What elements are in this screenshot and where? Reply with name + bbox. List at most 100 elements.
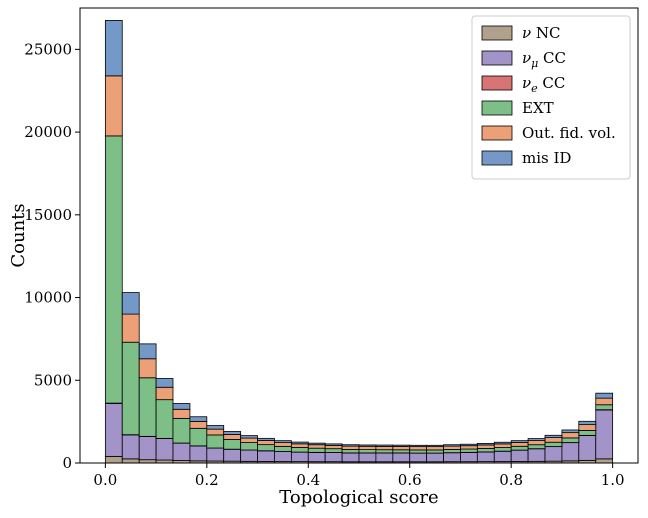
bar-mis-id-bin-14 <box>341 444 360 447</box>
bar--cc-bin-15 <box>358 452 377 463</box>
bar--cc-bin-16 <box>375 452 394 463</box>
plot-frame <box>79 7 639 464</box>
bar-mis-id-bin-10 <box>274 440 292 443</box>
bar-ext-bin-26 <box>544 441 563 447</box>
bar-out-fid-vol--bin-6 <box>206 428 225 436</box>
bar-ext-bin-1 <box>121 341 140 436</box>
bar-out-fid-vol--bin-25 <box>527 440 546 446</box>
bar--cc-bin-24 <box>510 449 529 462</box>
bar-ext-bin-16 <box>375 449 394 454</box>
bar--cc-bin-8 <box>240 449 258 462</box>
bar--cc-bin-10 <box>274 451 292 462</box>
bar-ext-bin-27 <box>561 437 580 443</box>
bar--cc-bin-13 <box>324 452 343 463</box>
x-tick-label: 0.8 <box>499 471 523 489</box>
bar-mis-id-bin-6 <box>206 425 225 430</box>
bar--cc-bin-9 <box>257 450 275 462</box>
bar-out-fid-vol--bin-16 <box>375 445 394 451</box>
bar--cc-bin-28 <box>578 435 597 461</box>
legend-swatch <box>481 100 513 116</box>
bar--cc-bin-21 <box>460 452 478 463</box>
bar-out-fid-vol--bin-8 <box>240 437 258 443</box>
legend-entry: Out. fid. vol. <box>522 124 616 142</box>
bar-ext-bin-25 <box>527 444 546 450</box>
bar-mis-id-bin-7 <box>223 431 242 435</box>
bar-mis-id-bin-4 <box>172 403 191 410</box>
bar-mis-id-bin-18 <box>409 444 428 448</box>
bar--cc-bin-4 <box>172 442 191 461</box>
bar-out-fid-vol--bin-24 <box>510 442 529 447</box>
bar-mis-id-bin-8 <box>240 435 258 439</box>
bar-ext-bin-10 <box>274 445 292 452</box>
bar-ext-bin-20 <box>443 449 461 454</box>
bar--nc-bin-29 <box>595 458 614 464</box>
bar-out-fid-vol--bin-1 <box>121 313 140 343</box>
bar--cc-bin-19 <box>426 452 444 463</box>
bar--cc-bin-12 <box>307 452 326 463</box>
bar-ext-bin-15 <box>358 449 377 454</box>
bar--cc-bin-6 <box>206 447 225 462</box>
y-tick-label: 25000 <box>24 40 72 58</box>
x-axis: 0.0 0.2 0.4 0.6 0.8 1.0 <box>93 463 625 489</box>
legend-entry: νμ CC <box>522 49 566 70</box>
legend-entry: EXT <box>522 99 554 117</box>
bar-ext-bin-4 <box>172 417 191 444</box>
bar-mis-id-bin-17 <box>392 444 411 447</box>
bar-ext-bin-24 <box>510 445 529 451</box>
bar-mis-id-bin-19 <box>426 444 444 448</box>
bar-out-fid-vol--bin-26 <box>544 437 563 443</box>
y-axis-label: Counts <box>8 203 29 267</box>
bar-out-fid-vol--bin-29 <box>595 397 614 406</box>
bar-out-fid-vol--bin-11 <box>290 443 309 448</box>
bar-ext-bin-2 <box>138 377 157 437</box>
bar-out-fid-vol--bin-10 <box>274 442 292 447</box>
bar-out-fid-vol--bin-28 <box>578 424 597 431</box>
bar--cc-bin-14 <box>341 452 360 463</box>
y-tick-label: 5000 <box>34 371 72 389</box>
bar-ext-bin-9 <box>257 444 275 452</box>
bar--cc-bin-0 <box>104 403 123 457</box>
legend: ν NC νμ CC νe CC EXT Out. fid. vol. mis ID <box>471 15 631 180</box>
bar--cc-bin-1 <box>121 434 140 460</box>
legend-swatch <box>481 25 513 41</box>
legend-entry: mis ID <box>522 149 571 167</box>
bar-mis-id-bin-1 <box>121 292 140 315</box>
bar-out-fid-vol--bin-17 <box>392 446 411 451</box>
bar-mis-id-bin-16 <box>375 444 394 447</box>
bar-out-fid-vol--bin-23 <box>493 443 512 448</box>
bar-out-fid-vol--bin-14 <box>341 445 360 450</box>
bar--cc-bin-2 <box>138 436 157 461</box>
x-tick-label: 0.2 <box>195 471 219 489</box>
legend-swatch <box>481 75 513 91</box>
bar-mis-id-bin-20 <box>443 444 461 447</box>
bar-out-fid-vol--bin-22 <box>476 444 495 449</box>
legend-swatch <box>481 150 513 166</box>
bar-mis-id-bin-29 <box>595 392 614 399</box>
bar-ext-bin-21 <box>460 448 478 453</box>
bar--cc-bin-7 <box>223 448 242 462</box>
x-tick-label: 0.0 <box>93 471 117 489</box>
bar-mis-id-bin-15 <box>358 444 377 447</box>
bar-mis-id-bin-13 <box>324 443 343 446</box>
bar-ext-bin-28 <box>578 430 597 436</box>
bar-out-fid-vol--bin-20 <box>443 445 461 450</box>
bar-ext-bin-8 <box>240 442 258 451</box>
legend-swatch <box>481 125 513 141</box>
bar-out-fid-vol--bin-18 <box>409 446 428 451</box>
y-axis: 0 5000 10000 15000 20000 25000 <box>24 40 80 472</box>
bar-ext-bin-29 <box>595 404 614 411</box>
bar--cc-bin-3 <box>155 438 174 461</box>
y-tick-label: 15000 <box>24 206 72 224</box>
bar-mis-id-bin-11 <box>290 441 309 445</box>
bar-out-fid-vol--bin-0 <box>104 75 123 137</box>
bar--cc-bin-22 <box>476 451 495 462</box>
bar-out-fid-vol--bin-2 <box>138 358 157 379</box>
bar-ext-bin-19 <box>426 449 444 454</box>
bar-out-fid-vol--bin-3 <box>155 386 174 401</box>
bar--cc-bin-17 <box>392 452 411 463</box>
bar-ext-bin-11 <box>290 447 309 453</box>
bar-ext-bin-22 <box>476 448 495 453</box>
bar--cc-bin-20 <box>443 452 461 463</box>
bar-out-fid-vol--bin-9 <box>257 440 275 446</box>
